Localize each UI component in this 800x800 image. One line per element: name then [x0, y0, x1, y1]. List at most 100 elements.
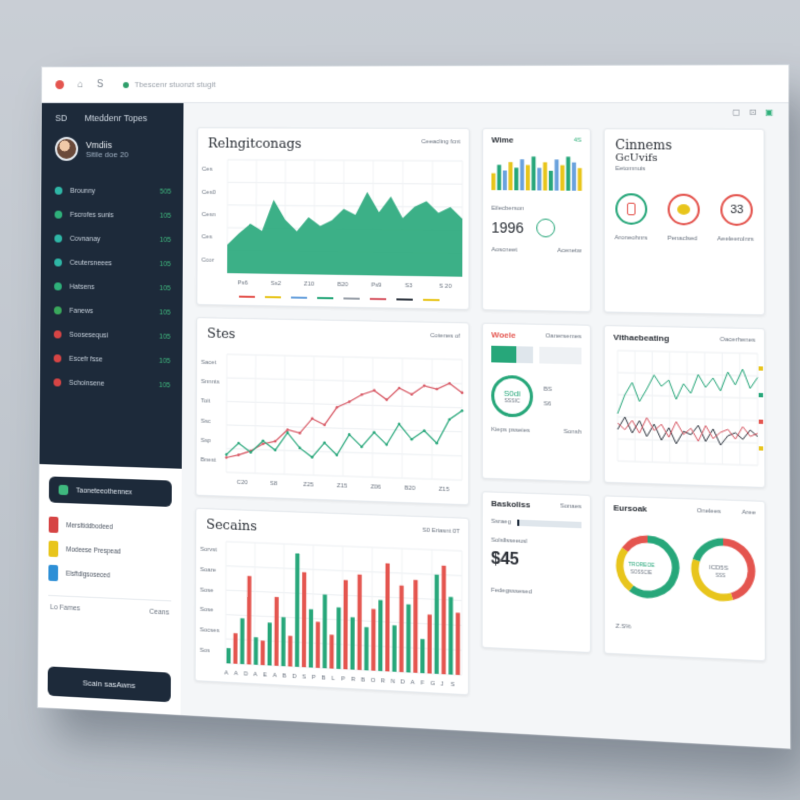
avatar[interactable] [54, 136, 79, 161]
bar [329, 634, 334, 669]
sidebar-card-button[interactable]: Taoneteeothennex [48, 476, 172, 507]
card-revenue: Relngitconags Ceeacling fcnt Ces Ces0 Cesn… [196, 127, 470, 310]
sidebar-item[interactable]: Fscrofes sunis 105 [41, 202, 183, 228]
basks-foot: Fedegsssesed [491, 587, 532, 596]
y-tick-label: Ssp [201, 438, 212, 444]
x-tick-label: Z15 [439, 487, 450, 494]
message-icon [58, 484, 69, 496]
card-eursoak-meta-left: Onelees [696, 508, 721, 516]
sidebar-item[interactable]: Brounny 505 [41, 179, 183, 204]
settings-icon[interactable]: S [96, 79, 104, 91]
sidebar-bottom-label: Scain sasAwns [82, 678, 136, 691]
x-tick-label: A [253, 672, 257, 678]
bar [364, 627, 369, 671]
sidebar-item[interactable]: Soosesequsi 105 [40, 322, 182, 349]
bar [294, 553, 300, 667]
x-tick-label: Z25 [303, 482, 314, 489]
monitor-screen: ⌂ S Tbescenr stuonzt stugit SD Mteddenr … [37, 65, 791, 749]
bar [385, 563, 390, 672]
sidebar-item-value: 505 [159, 187, 172, 196]
sidebar-item-label: Ceutersneees [69, 259, 112, 267]
data-point [460, 391, 464, 395]
maximize-icon[interactable]: ▣ [765, 107, 774, 118]
sidebar-item-label: Schoinsene [68, 379, 105, 388]
data-point [237, 453, 240, 457]
card-revenue-meta[interactable]: Ceeacling fcnt [421, 139, 461, 146]
user-profile[interactable]: Vmdiis Sitile doe 20 [41, 136, 183, 180]
x-tick-label: A [273, 673, 277, 679]
marker [758, 446, 764, 451]
x-tick-label: Ps9 [371, 282, 382, 288]
x-tick-label: S [450, 682, 454, 689]
sidebar-item[interactable]: Escefr fsse 105 [40, 346, 182, 373]
ring-badge: 33 [720, 193, 754, 227]
sidebar-item-icon [53, 306, 62, 315]
user-subtitle: Sitile doe 20 [85, 149, 129, 159]
sidebar-item[interactable]: Schoinsene 105 [40, 370, 182, 398]
x-tick-label: B [282, 673, 286, 679]
sidebar-header: SD Mteddenr Topes [42, 113, 184, 137]
grid-line [226, 542, 227, 664]
vita-line-chart [605, 342, 764, 479]
app-body: SD Mteddenr Topes Vmdiis Sitile doe 20 B… [37, 103, 790, 749]
x-tick-label: S3 [405, 283, 413, 289]
bar [301, 572, 307, 668]
data-point [298, 446, 302, 450]
mini-bar [543, 162, 548, 191]
mini-bar [491, 173, 496, 191]
close-window-icon[interactable] [55, 80, 65, 90]
card-wime-meta: 4S [573, 137, 582, 144]
sidebar-item-value: 105 [158, 357, 171, 365]
x-tick-label: A [224, 670, 228, 676]
sidebar-split-right[interactable]: Ceans [149, 608, 170, 617]
card-basks-meta: Sonaes [559, 503, 582, 511]
sidebar-item[interactable]: Fanews 105 [40, 298, 182, 325]
series-line [226, 404, 462, 462]
sidebar-item[interactable]: Hatsens 105 [41, 274, 183, 300]
sidebar-card-label: Taoneteeothennex [75, 486, 133, 496]
card-sites: Stes Cotenes of Sacet Snnnts Toit Ssc Ssp Bne… [195, 317, 470, 506]
bar [350, 617, 355, 670]
marker [758, 392, 764, 398]
card-sites-meta[interactable]: Cotenes of [430, 333, 461, 340]
lock-icon [122, 81, 129, 88]
x-tick-label: G [430, 681, 435, 688]
sidebar-split-left[interactable]: Lo Fames [50, 604, 81, 613]
sidebar-bottom-button[interactable]: Scain sasAwns [47, 666, 171, 703]
mini-bar [548, 170, 553, 191]
woele-side-bot: S6 [543, 401, 552, 408]
grid-line [227, 378, 462, 384]
sidebar-item-label: Brounny [70, 187, 96, 195]
sidebar-item[interactable]: Covnanay 105 [41, 226, 183, 252]
sidebar: SD Mteddenr Topes Vmdiis Sitile doe 20 B… [37, 103, 184, 716]
woele-ring: S0di SSSIC [491, 374, 534, 418]
legend-swatch [290, 296, 308, 299]
sidebar-lower: Taoneteeothennex Mersltiddbodeed Modeese… [38, 464, 182, 715]
donut-segment [696, 541, 723, 561]
sidebar-item-value: 105 [159, 284, 171, 292]
bar [378, 599, 383, 672]
card-eursoak: Eursoak Onelees Aree TROREOE SOSSCIE ICD5S… [603, 495, 766, 662]
address-bar[interactable]: Tbescenr stuonzt stugit [122, 80, 216, 89]
home-icon[interactable]: ⌂ [77, 79, 84, 91]
card-vita-meta: Oacerhenes [719, 336, 756, 344]
sidebar-row[interactable]: Elsftdigsoseced [48, 561, 171, 591]
expand-icon[interactable]: ⊡ [749, 107, 757, 118]
x-tick-label: C20 [237, 480, 249, 487]
sidebar-item-icon [54, 282, 62, 291]
mini-bar [497, 164, 502, 191]
donut-label: TROREOE [628, 562, 655, 569]
y-tick-label: Sacet [201, 359, 217, 365]
grid-line [228, 182, 463, 184]
y-tick-label: Sorvst [200, 547, 217, 554]
bar [240, 618, 245, 665]
minimize-icon[interactable]: ▢ [732, 107, 741, 117]
y-tick-label: Ssc [201, 418, 211, 424]
x-tick-label: Ss2 [271, 281, 282, 287]
card-woele: Woele Oanersemes S0di SSSIC [481, 322, 592, 483]
card-basks: Baskoliss Sonaes Ssraeg Solsllsseeusl $4… [481, 491, 592, 654]
sidebar-item[interactable]: Ceutersneees 105 [41, 250, 183, 276]
card-secains: Secains S0 Eriasnt 0T Sorvst Soare Sose Sos… [194, 507, 470, 696]
woele-foot-right: Sonsh [563, 428, 582, 436]
bar [392, 625, 397, 672]
